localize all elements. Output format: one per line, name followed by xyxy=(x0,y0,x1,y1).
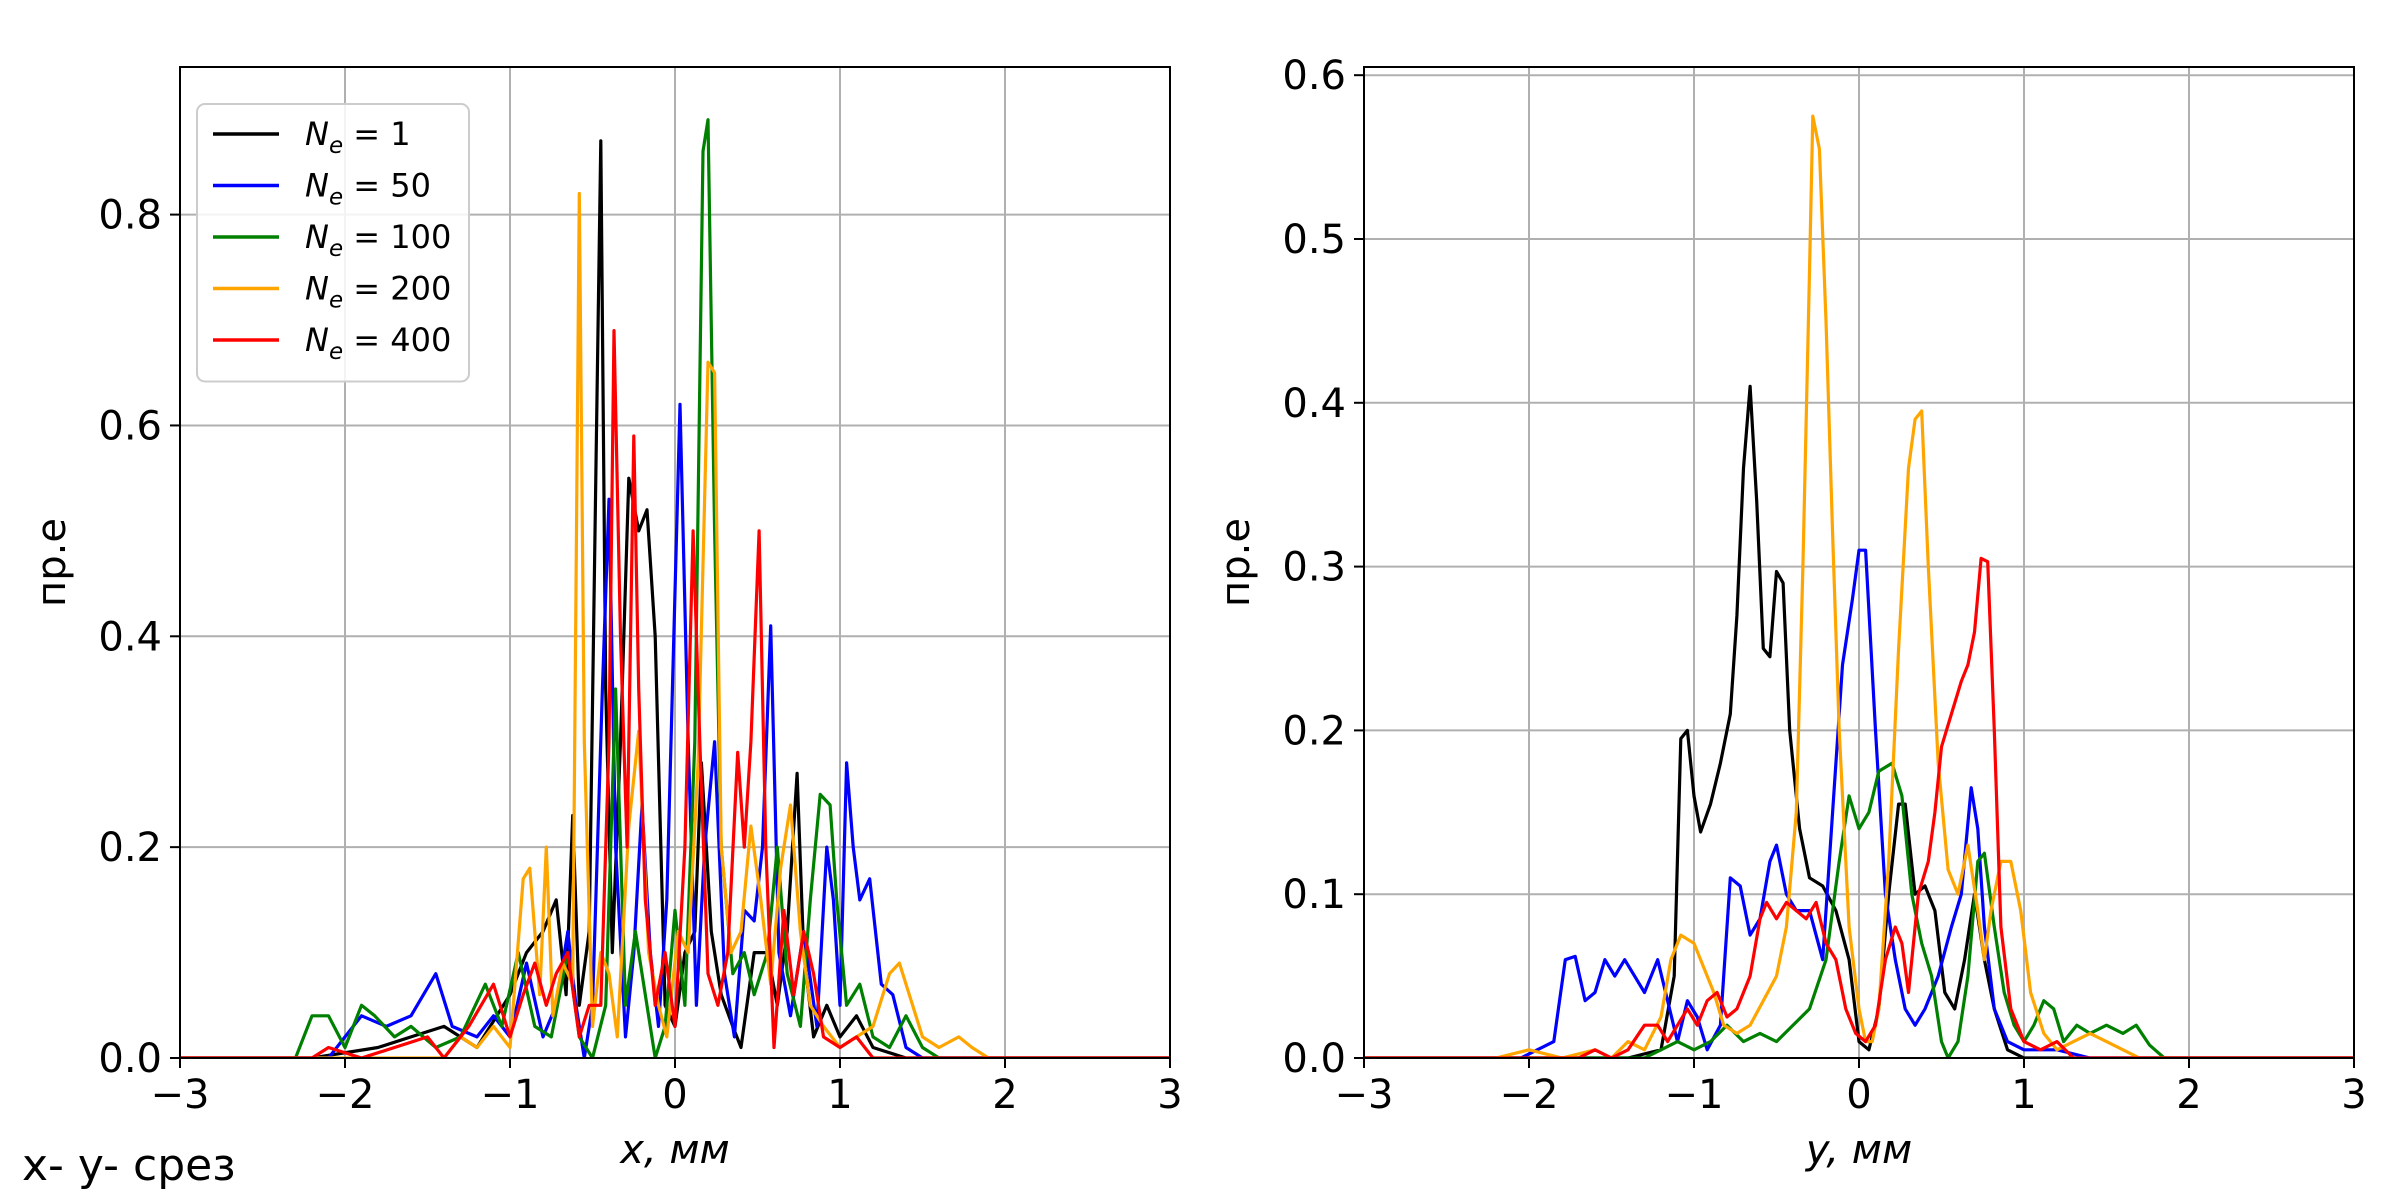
x-tick-label: −3 xyxy=(1335,1072,1394,1118)
x-axis-label: y, мм xyxy=(1805,1127,1912,1173)
x-tick-label: 2 xyxy=(992,1072,1017,1118)
y-axis-label: пр.е xyxy=(1213,518,1259,607)
series-line-4 xyxy=(180,191,1170,1058)
legend-label: Ne = 1 xyxy=(305,115,411,159)
legend-label: Ne = 50 xyxy=(305,167,431,211)
x-tick-label: 1 xyxy=(827,1072,852,1118)
x-tick-label: 0 xyxy=(662,1072,687,1118)
legend: Ne = 1 Ne = 50 Ne = 100 Ne = 200 Ne = 400 xyxy=(196,103,470,383)
x-tick-label: −2 xyxy=(316,1072,375,1118)
y-tick-label: 0.3 xyxy=(1282,545,1346,591)
series-line-4 xyxy=(1364,114,2354,1058)
x-tick-label: −2 xyxy=(1500,1072,1559,1118)
y-tick-label: 0.6 xyxy=(1282,53,1346,99)
series-line-2 xyxy=(180,402,1170,1058)
y-tick-label: 0.5 xyxy=(1282,217,1346,263)
y-tick-label: 0.2 xyxy=(1282,708,1346,754)
y-tick-label: 0.8 xyxy=(98,193,162,239)
series-line-1 xyxy=(1364,384,2354,1058)
y-tick-label: 0.0 xyxy=(98,1036,162,1082)
y-tick-label: 0.6 xyxy=(98,403,162,449)
series-line-3 xyxy=(1364,761,2354,1058)
legend-box xyxy=(196,103,470,383)
x-tick-label: 3 xyxy=(1157,1072,1182,1118)
series-line-5 xyxy=(180,329,1170,1058)
figure-caption: x- y- срез xyxy=(22,1140,236,1191)
y-tick-label: 0.1 xyxy=(1282,872,1346,918)
chart-panel-1: −3 −2 −1 0 1 2 3 0.0 0.2 0.4 0.6 0.8 x, мм пр.е Ne = 1… xyxy=(29,66,1183,1173)
legend-label: Ne = 400 xyxy=(305,321,451,365)
x-tick-label: −1 xyxy=(481,1072,540,1118)
chart-panel-2: −3 −2 −1 0 1 2 3 0.0 0.1 0.2 0.3 0.4 0.5 0.6 y, мм пр.е xyxy=(1213,53,2367,1173)
y-tick-label: 0.2 xyxy=(98,825,162,871)
x-tick-label: −3 xyxy=(151,1072,210,1118)
y-tick-label: 0.4 xyxy=(98,614,162,660)
y-tick-label: 0.0 xyxy=(1282,1036,1346,1082)
legend-label: Ne = 100 xyxy=(305,218,451,262)
x-axis-label: x, мм xyxy=(618,1127,729,1173)
x-tick-label: 0 xyxy=(1846,1072,1871,1118)
y-axis-label: пр.е xyxy=(29,518,75,607)
legend-label: Ne = 200 xyxy=(305,270,451,314)
y-tick-label: 0.4 xyxy=(1282,381,1346,427)
x-tick-label: 3 xyxy=(2341,1072,2366,1118)
x-tick-label: 2 xyxy=(2176,1072,2201,1118)
x-tick-label: 1 xyxy=(2011,1072,2036,1118)
series-line-1 xyxy=(180,139,1170,1058)
series-line-5 xyxy=(1364,556,2354,1058)
x-tick-label: −1 xyxy=(1665,1072,1724,1118)
